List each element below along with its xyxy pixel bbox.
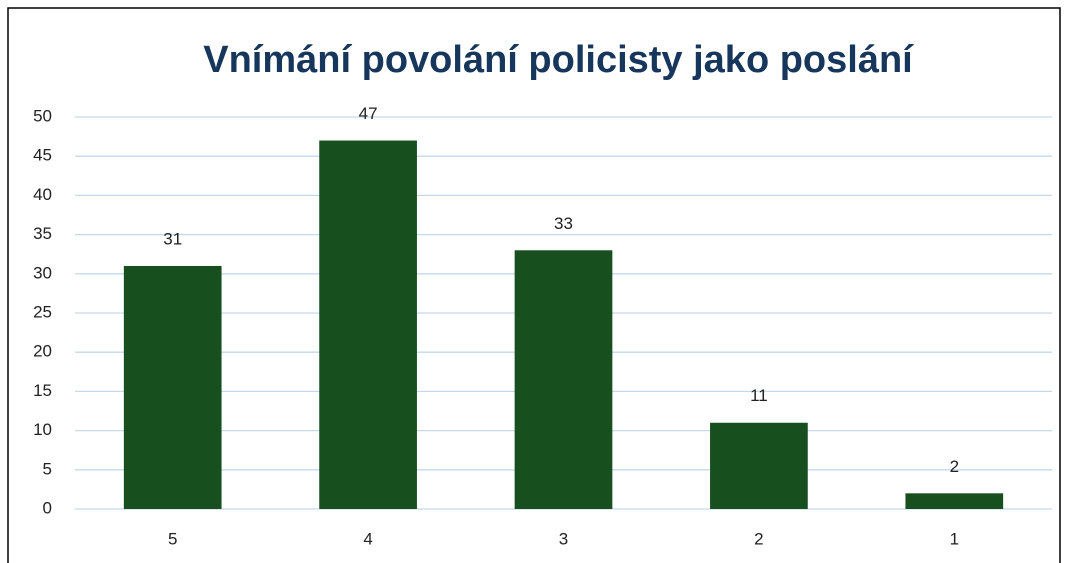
bar [905,493,1004,509]
x-tick-label: 4 [363,529,372,548]
y-tick-label: 45 [33,146,52,165]
y-tick-label: 5 [43,459,52,478]
x-tick-label: 2 [754,529,763,548]
x-tick-label: 1 [950,529,959,548]
bar [123,265,222,509]
chart-border [7,7,1061,563]
chart-title: Vnímání povolání policisty jako poslání [203,39,914,81]
data-label: 31 [163,229,182,248]
data-label: 33 [554,214,573,233]
x-tick-label: 5 [168,529,177,548]
y-tick-label: 40 [33,185,52,204]
bar [710,422,808,509]
data-label: 11 [750,386,768,405]
y-tick-label: 10 [33,420,52,439]
bar [319,140,417,509]
y-tick-label: 30 [33,263,52,282]
y-tick-label: 0 [43,498,52,517]
y-tick-label: 35 [33,224,52,243]
y-tick-label: 25 [33,302,52,321]
x-tick-label: 3 [559,529,568,548]
data-label: 47 [359,104,378,123]
y-tick-label: 50 [33,106,52,125]
y-tick-label: 20 [33,342,52,361]
y-tick-label: 15 [33,381,52,400]
data-label: 2 [950,457,959,476]
bar [514,250,613,509]
